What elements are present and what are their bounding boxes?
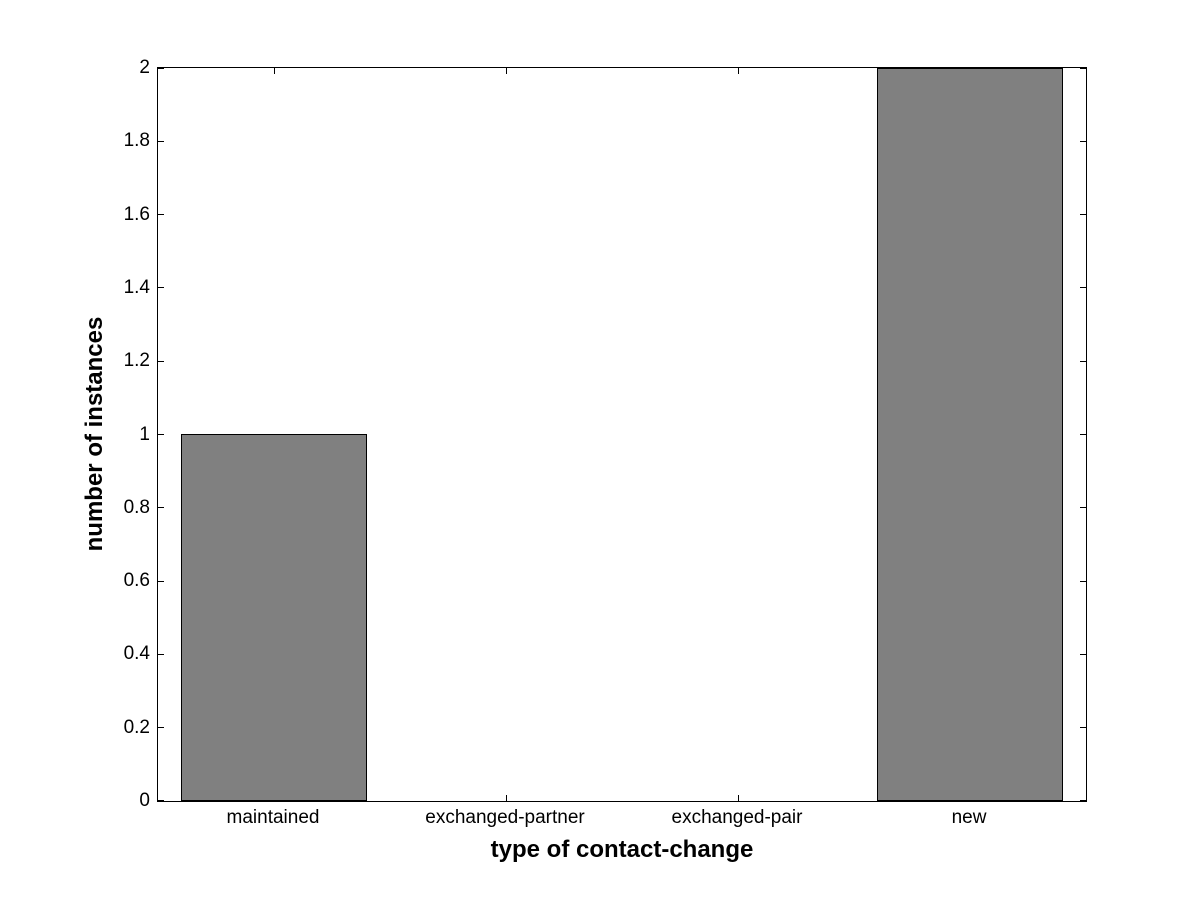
- y-axis-tick: [158, 287, 164, 288]
- y-tick-label: 0.6: [123, 570, 150, 592]
- y-axis-tick: [158, 800, 164, 801]
- x-axis-label: type of contact-change: [490, 836, 754, 863]
- y-tick-label: 0.4: [123, 643, 150, 665]
- y-axis-tick: [158, 581, 164, 582]
- y-tick-label: 0.2: [123, 716, 150, 738]
- x-tick-label: maintained: [226, 807, 320, 828]
- y-axis-tick: [158, 434, 164, 435]
- y-tick-label: 2: [139, 57, 150, 78]
- plot-area: [157, 67, 1087, 802]
- y-tick-label: 1.8: [123, 130, 150, 152]
- y-axis-tick: [158, 141, 164, 142]
- y-tick-label: 1: [139, 423, 150, 445]
- y-axis-tick: [158, 361, 164, 362]
- x-axis-tick: [506, 68, 507, 74]
- x-axis-tick: [738, 68, 739, 74]
- y-axis-tick: [1080, 800, 1086, 801]
- y-axis-tick: [1080, 581, 1086, 582]
- y-axis-tick: [1080, 361, 1086, 362]
- y-tick-label: 0: [139, 790, 150, 811]
- y-axis-tick: [1080, 434, 1086, 435]
- x-axis-tick: [274, 68, 275, 74]
- y-tick-label: 1.4: [123, 276, 150, 298]
- bar-maintained: [181, 434, 367, 801]
- y-axis-tick: [1080, 68, 1086, 69]
- y-axis-tick: [158, 507, 164, 508]
- y-axis-tick: [1080, 214, 1086, 215]
- y-axis-tick: [158, 727, 164, 728]
- y-axis-tick: [1080, 654, 1086, 655]
- x-axis-tick: [506, 795, 507, 801]
- y-tick-label: 1.6: [123, 203, 150, 225]
- x-tick-label: exchanged-pair: [671, 807, 803, 828]
- bar-new: [877, 68, 1063, 801]
- y-axis-tick: [158, 214, 164, 215]
- x-axis-tick: [738, 795, 739, 801]
- x-tick-label: exchanged-partner: [425, 807, 585, 828]
- y-axis-tick: [158, 68, 164, 69]
- y-tick-label: 1.2: [123, 350, 150, 372]
- y-axis-tick: [158, 654, 164, 655]
- y-tick-label: 0.8: [123, 496, 150, 518]
- y-axis-tick: [1080, 141, 1086, 142]
- y-axis-tick: [1080, 727, 1086, 728]
- y-axis-tick: [1080, 287, 1086, 288]
- x-tick-label: new: [951, 807, 987, 828]
- y-axis-tick: [1080, 507, 1086, 508]
